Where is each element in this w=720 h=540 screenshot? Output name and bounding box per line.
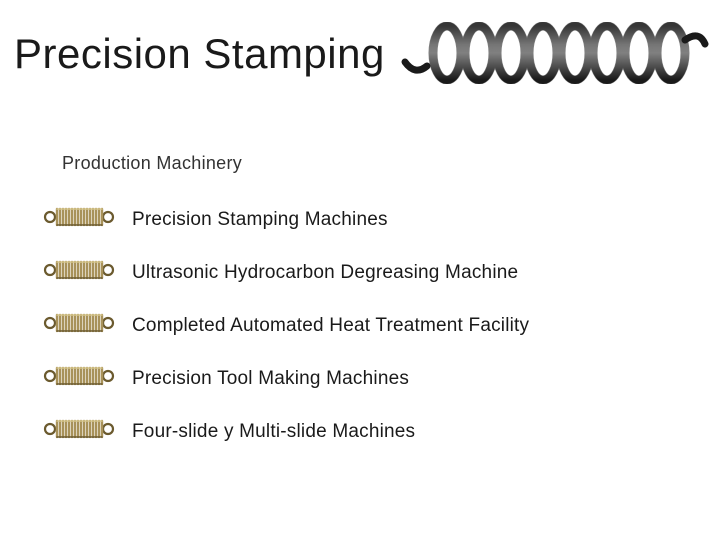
extension-spring-icon — [42, 365, 116, 392]
section-subtitle: Production Machinery — [62, 153, 720, 174]
item-label: Ultrasonic Hydrocarbon Degreasing Machin… — [132, 262, 518, 284]
extension-spring-icon — [42, 418, 116, 445]
item-label: Completed Automated Heat Treatment Facil… — [132, 315, 529, 337]
title-row: Precision Stamping — [0, 0, 720, 89]
list-item: Precision Tool Making Machines — [42, 365, 720, 392]
item-label: Precision Tool Making Machines — [132, 368, 409, 390]
item-label: Four-slide y Multi-slide Machines — [132, 421, 415, 443]
compression-spring-icon — [399, 22, 709, 89]
list-item: Precision Stamping Machines — [42, 206, 720, 233]
item-label: Precision Stamping Machines — [132, 209, 388, 231]
list-item: Completed Automated Heat Treatment Facil… — [42, 312, 720, 339]
list-item: Four-slide y Multi-slide Machines — [42, 418, 720, 445]
list-item: Ultrasonic Hydrocarbon Degreasing Machin… — [42, 259, 720, 286]
extension-spring-icon — [42, 206, 116, 233]
extension-spring-icon — [42, 259, 116, 286]
machinery-list: Precision Stamping Machines — [42, 206, 720, 445]
page-title: Precision Stamping — [14, 30, 385, 78]
extension-spring-icon — [42, 312, 116, 339]
